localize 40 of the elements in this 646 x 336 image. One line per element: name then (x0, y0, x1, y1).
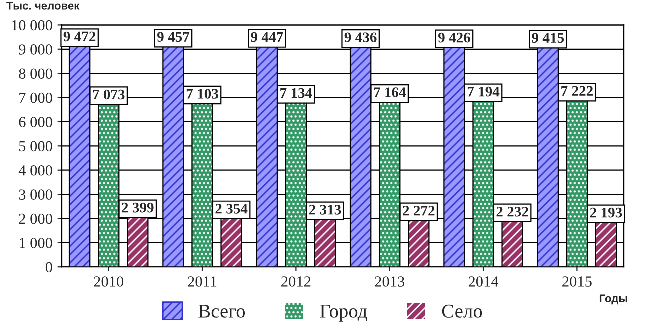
y-tick-label: 3 000 (19, 190, 52, 200)
y-tick-label: 7 000 (20, 92, 52, 104)
x-tick-label: 2013 (375, 276, 405, 287)
x-tick-label: 2010 (94, 276, 124, 287)
data-label: 9 472 (64, 32, 96, 42)
y-tick-label: 9 000 (19, 44, 52, 55)
data-label: 9 447 (251, 32, 284, 42)
y-tick-label: 8 000 (19, 68, 52, 80)
data-label: 7 134 (280, 88, 312, 98)
y-tick-label: 2 000 (19, 214, 52, 224)
x-tick-label: 2015 (562, 276, 592, 287)
data-label: 2 232 (496, 206, 528, 217)
data-label: 2 272 (403, 206, 435, 216)
y-tick-label: 6 000 (19, 117, 52, 128)
data-label: 9 415 (532, 33, 564, 44)
data-label: 7 164 (374, 88, 406, 98)
legend-label: Город (320, 304, 368, 322)
x-tick-label: 2014 (468, 276, 499, 287)
data-label: 9 426 (438, 32, 470, 43)
y-tick-label: 4 000 (18, 165, 52, 176)
data-label: 7 222 (562, 86, 593, 96)
x-tick-label: 2011 (188, 276, 217, 287)
data-label: 7 073 (93, 90, 125, 100)
y-tick-label: 1 000 (20, 238, 52, 248)
data-label: 7 103 (186, 89, 218, 99)
legend-label: Всего (198, 304, 246, 318)
data-label: 2 354 (216, 204, 248, 214)
data-label: 9 457 (157, 32, 190, 42)
y-tick-label: 5 000 (20, 141, 52, 152)
legend-label: Село (442, 304, 482, 318)
x-tick-label: 2012 (282, 276, 311, 287)
data-label: 2 313 (309, 205, 342, 215)
x-axis-title: Годы (600, 294, 628, 305)
data-label: 2 193 (590, 208, 622, 218)
y-axis-title: Тыс. человек (6, 2, 80, 10)
data-label: 9 436 (344, 32, 377, 42)
y-tick-label: 10 000 (12, 20, 52, 31)
data-label: 7 194 (468, 86, 500, 97)
y-tick-label: 0 (46, 262, 52, 273)
data-label: 2 399 (122, 202, 154, 213)
